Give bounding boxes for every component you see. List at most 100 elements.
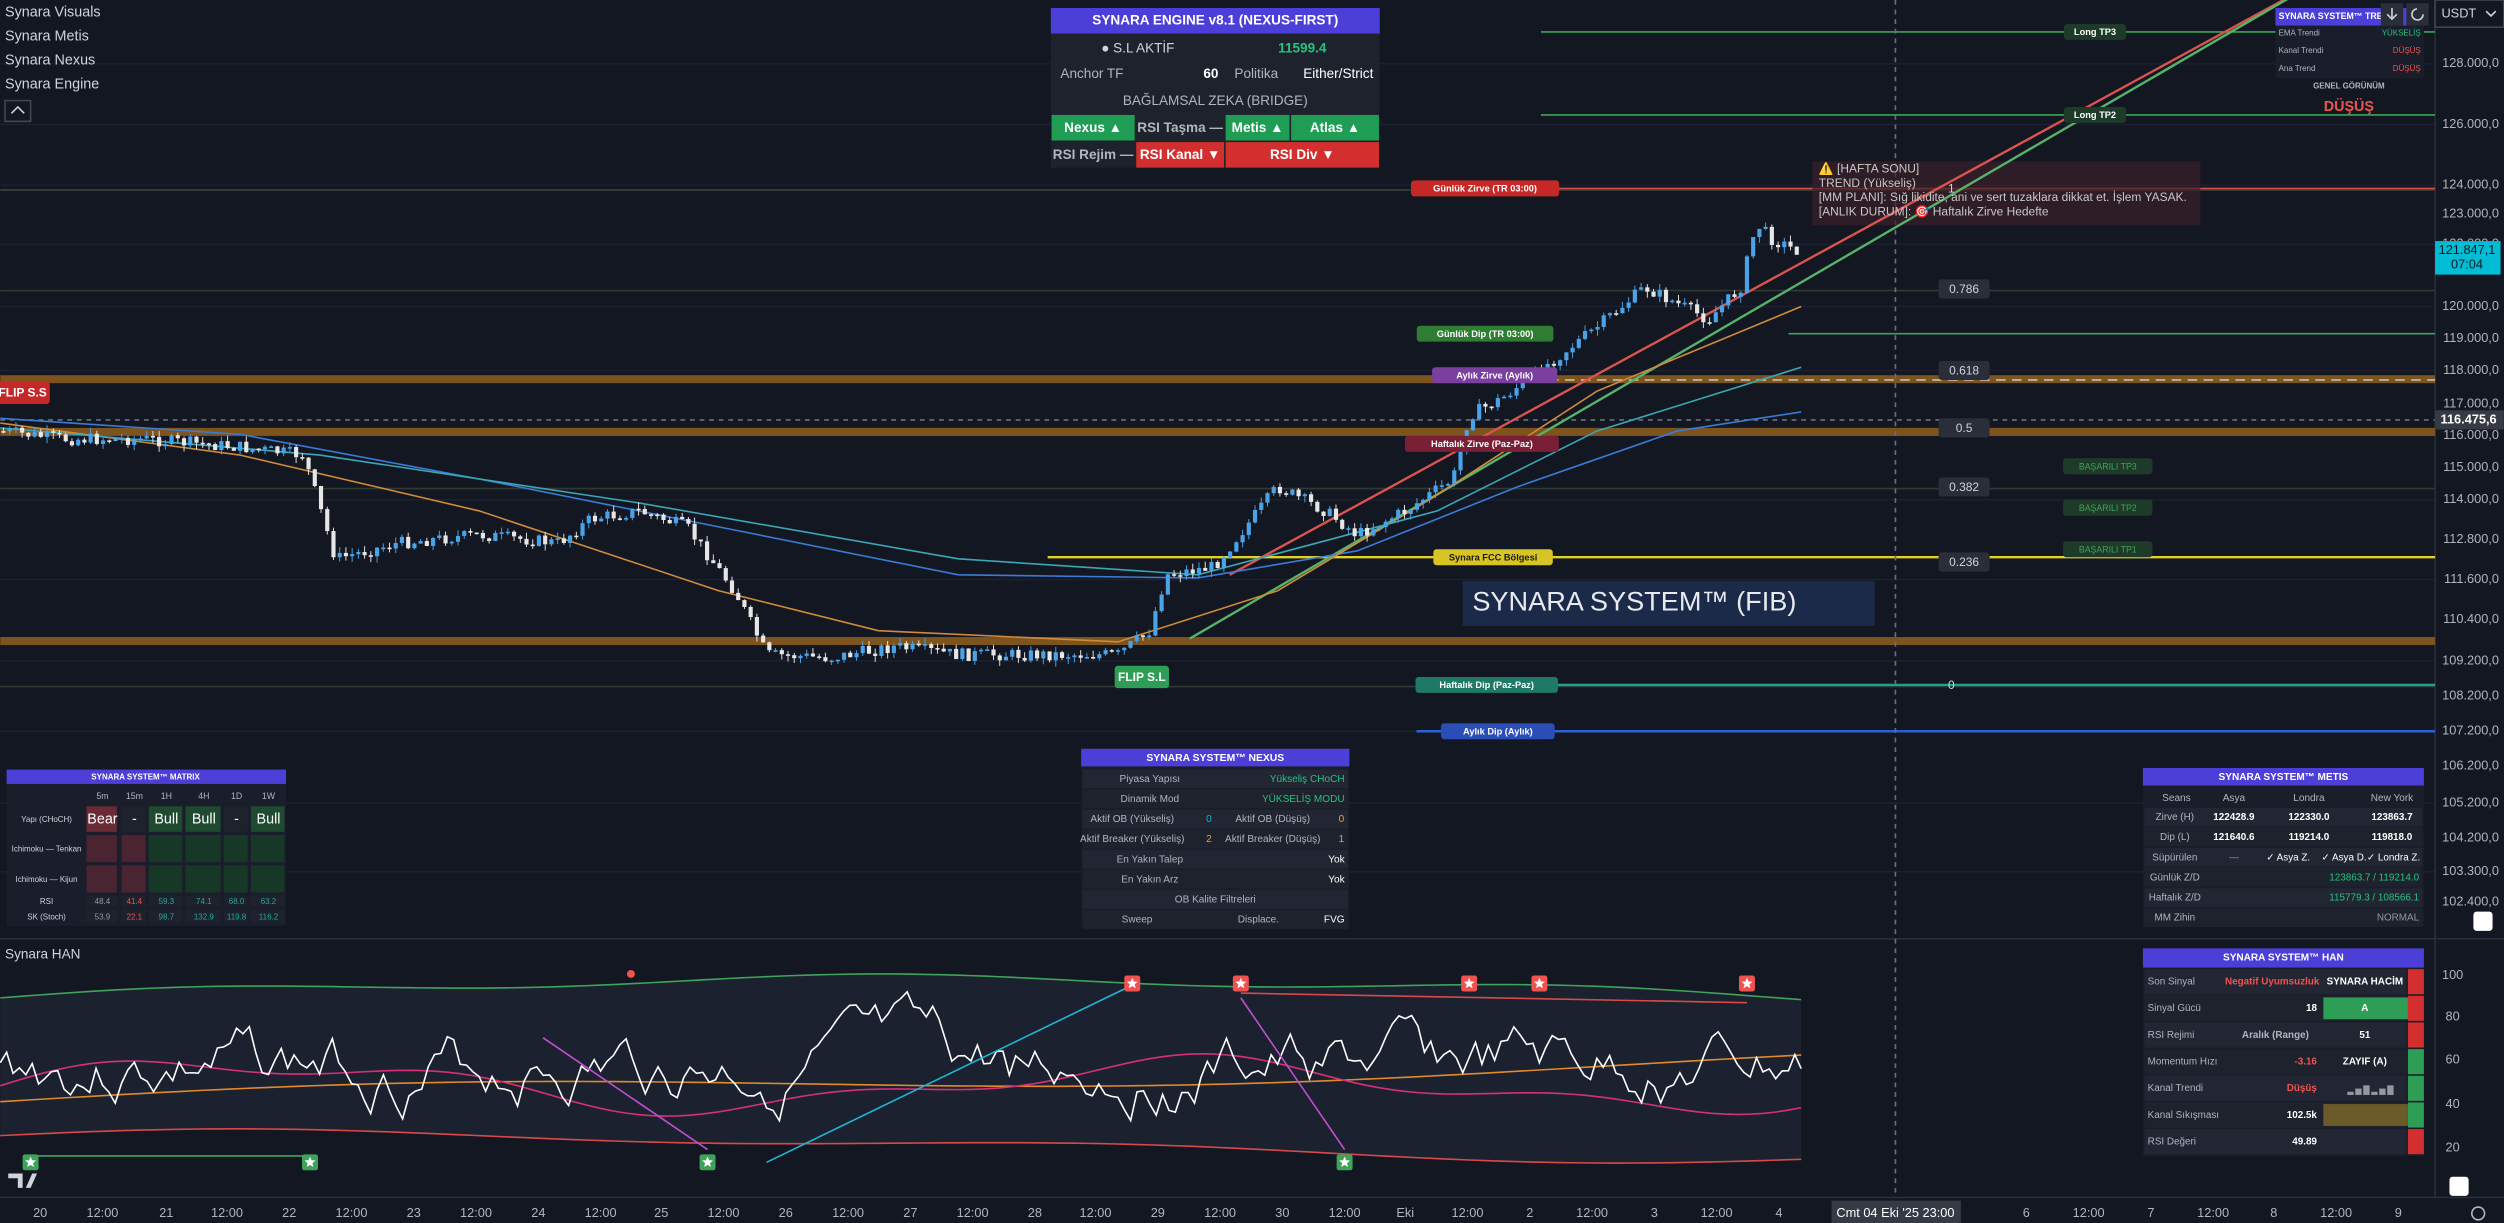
table-row	[1082, 789, 1348, 809]
candle-body	[188, 436, 193, 446]
candle-body	[630, 508, 635, 519]
mini-bar	[2379, 1088, 2386, 1095]
candle-body	[1439, 485, 1444, 487]
candle-body	[1732, 294, 1737, 297]
candle-body	[1165, 574, 1170, 595]
matrix-value: 74.1	[196, 897, 212, 906]
scale-button[interactable]	[2473, 911, 2493, 931]
matrix-cell	[185, 865, 221, 893]
candle-body	[1321, 511, 1326, 516]
row-label: Kanal Sıkışması	[2148, 1110, 2219, 1121]
osc-tick-label: 100	[2442, 967, 2463, 982]
candle-body	[107, 440, 112, 442]
osc-band-fill	[0, 973, 1802, 1164]
panel-text: Ana Trend	[2279, 64, 2316, 73]
osc-mid-band	[0, 1054, 1802, 1103]
candle-body	[935, 648, 940, 650]
price-tick-label: 112.800,0	[2443, 531, 2499, 546]
candle-body	[1340, 519, 1345, 529]
indicator-name[interactable]: Synara Visuals	[5, 5, 101, 21]
candle-body	[574, 535, 579, 538]
star-icon	[1741, 977, 1753, 989]
star-icon	[1339, 1156, 1351, 1167]
candle-body	[1184, 569, 1189, 577]
panel-cell	[1136, 114, 1225, 141]
matrix-cell	[185, 835, 221, 863]
candle-body	[1595, 326, 1600, 330]
candle-body	[1614, 313, 1619, 315]
candle-body	[1508, 395, 1513, 398]
candle-body	[144, 435, 149, 439]
indicator-name[interactable]: Synara Engine	[5, 76, 99, 92]
candle-body	[181, 438, 187, 446]
candle-body	[1147, 635, 1152, 638]
matrix-cell	[185, 806, 221, 832]
divergence-line	[766, 984, 1133, 1164]
candle-body	[1078, 655, 1083, 658]
candle-body	[1209, 562, 1214, 571]
refresh-button[interactable]	[2406, 3, 2429, 26]
fib-label: 0.382	[1949, 480, 1979, 494]
candle-body	[1639, 287, 1644, 290]
candle-body	[1240, 535, 1245, 543]
table-row	[2144, 969, 2407, 995]
status-strip	[2407, 995, 2424, 1021]
candle-body	[76, 439, 81, 446]
currency-label[interactable]: USDT	[2441, 6, 2476, 21]
table-row	[2144, 1075, 2407, 1101]
candle-body	[493, 532, 498, 541]
candle-body	[929, 644, 934, 649]
fib-label: 0.618	[1949, 363, 1979, 377]
indicator-name[interactable]: Synara Metis	[5, 29, 89, 45]
candle-body	[1738, 292, 1743, 297]
candle-body	[605, 511, 610, 519]
candle-body	[462, 531, 467, 536]
table-cell: ✓ Asya D.	[2322, 852, 2367, 863]
watermark: SYNARA SYSTEM™ (FIB)	[1472, 586, 1796, 617]
scale-button[interactable]	[2449, 1176, 2469, 1196]
chart-label-bg	[1433, 549, 1553, 566]
candle-body	[32, 431, 37, 437]
table-row	[2144, 1129, 2407, 1155]
candle-body	[1346, 528, 1351, 530]
panel-text: BAĞLAMSAL ZEKA (BRIDGE)	[1123, 93, 1308, 108]
matrix-cell	[86, 865, 117, 893]
table-header: Londra	[2293, 793, 2325, 804]
candle-body	[169, 435, 174, 445]
tp-badge: BAŞARILI TP3	[2079, 461, 2137, 471]
panel-text: Metis ▲	[1232, 120, 1284, 135]
signal-dot	[626, 969, 635, 978]
time-tick-label: 6	[2023, 1205, 2030, 1220]
matrix-value: 59.3	[159, 897, 175, 906]
crosshair-price: 116.475,6	[2441, 411, 2497, 426]
candle-body	[1059, 652, 1065, 658]
candle-body	[785, 654, 791, 656]
candle-body	[711, 560, 716, 564]
candle-body	[1657, 289, 1662, 297]
panel-text: RSI Kanal ▼	[1140, 147, 1221, 162]
panel-text: ● S.L AKTİF	[1101, 40, 1174, 55]
panel-title-bg	[2142, 948, 2424, 968]
osc-tick-label: 60	[2446, 1052, 2460, 1067]
indicator-name[interactable]: Synara Nexus	[5, 52, 95, 68]
row-label: RSI Rejimi	[2148, 1030, 2195, 1041]
chart-label: FLIP S.S	[0, 386, 47, 400]
panel-cell	[1225, 60, 1290, 87]
candle-body	[817, 656, 822, 659]
matrix-value: -	[132, 812, 137, 828]
pane-title: Synara HAN	[5, 946, 80, 961]
time-tick-label: 12:00	[460, 1205, 492, 1220]
candle-body	[281, 447, 286, 454]
candle-body	[904, 643, 909, 650]
matrix-cell	[223, 895, 248, 907]
row-label: Ichimoku — Kijun	[16, 875, 78, 884]
time-tick-label: 23	[407, 1205, 421, 1220]
candle-body	[524, 538, 529, 545]
candle-body	[835, 659, 840, 662]
mini-bar	[2347, 1091, 2354, 1095]
time-tick-label: 24	[531, 1205, 545, 1220]
row-label: RSI Değeri	[2148, 1137, 2196, 1148]
candle-body	[1115, 650, 1121, 652]
table-row	[1082, 829, 1348, 849]
candle-body	[119, 437, 124, 440]
